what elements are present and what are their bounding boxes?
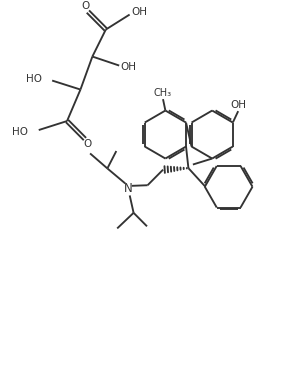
Text: N: N — [124, 182, 133, 196]
Text: OH: OH — [131, 7, 147, 17]
Text: OH: OH — [121, 62, 137, 72]
Text: O: O — [83, 140, 91, 149]
Text: OH: OH — [230, 100, 246, 110]
Text: O: O — [81, 1, 90, 11]
Text: HO: HO — [12, 127, 28, 136]
Text: CH₃: CH₃ — [154, 88, 172, 98]
Text: HO: HO — [26, 74, 42, 84]
